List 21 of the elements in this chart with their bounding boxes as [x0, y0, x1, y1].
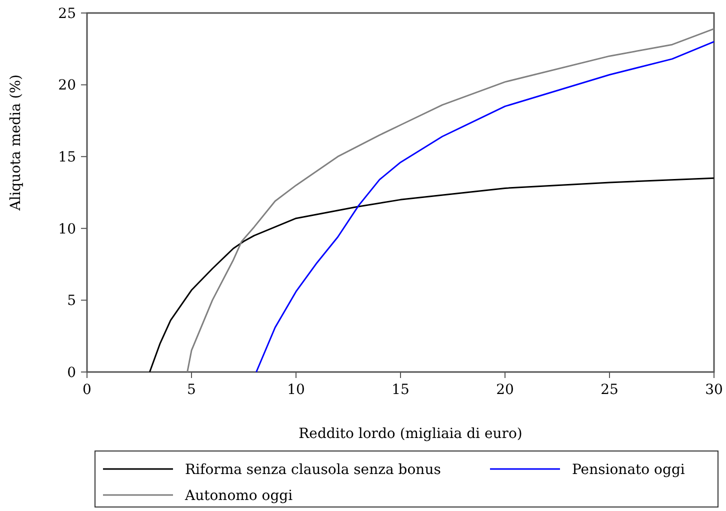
x-tick-label: 30 [705, 382, 723, 398]
x-tick-label: 25 [600, 382, 618, 398]
y-tick-label: 20 [58, 78, 76, 94]
x-tick-label: 20 [496, 382, 514, 398]
x-tick-label: 0 [82, 382, 92, 398]
line-series [256, 40, 715, 373]
y-tick-label: 0 [67, 364, 76, 381]
y-tick-label: 25 [58, 6, 76, 22]
line-series [186, 28, 715, 373]
x-axis-title: Reddito lordo (migliaia di euro) [298, 426, 522, 442]
y-tick-label: 5 [67, 293, 76, 310]
legend-label: Pensionato oggi [572, 462, 686, 478]
y-tick-label: 15 [58, 150, 76, 166]
y-tick-label: 10 [58, 221, 76, 238]
line-series [148, 177, 715, 373]
legend-label: Autonomo oggi [184, 488, 294, 504]
x-tick-label: 15 [392, 382, 410, 398]
y-axis-title: Aliquota media (%) [8, 74, 24, 212]
legend-label: Riforma senza clausola senza bonus [185, 462, 441, 478]
x-tick-label: 5 [187, 382, 196, 398]
x-tick-label: 10 [287, 382, 305, 398]
